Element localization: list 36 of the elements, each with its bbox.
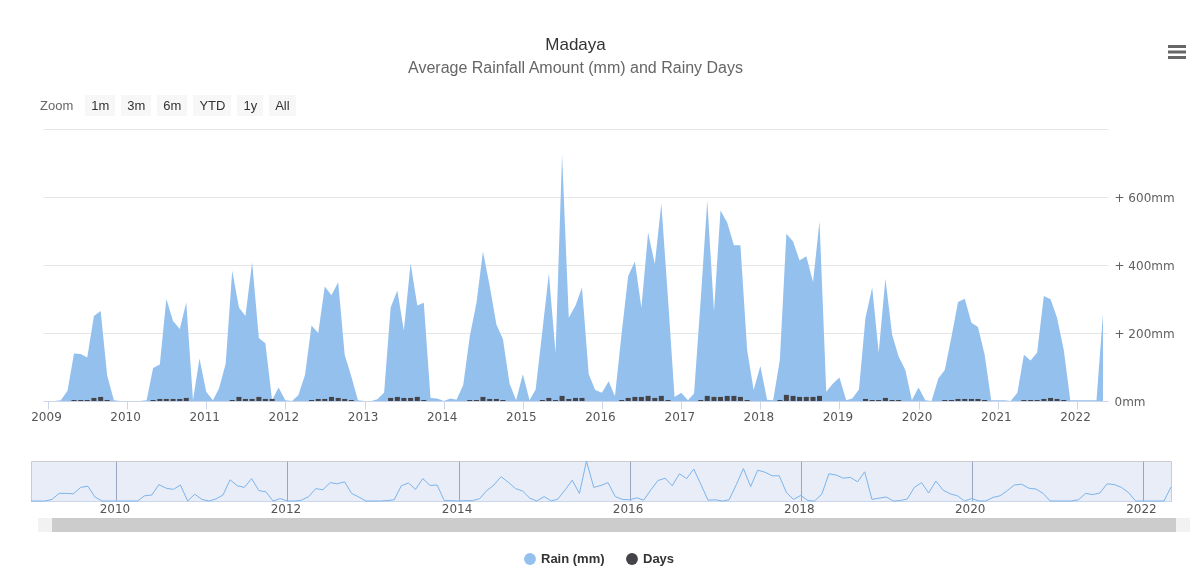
x-tick-label: 2022 [1060, 409, 1091, 424]
x-tick-label: 2022 [1126, 501, 1157, 516]
x-tick-label: 2019 [822, 409, 854, 424]
text: All [269, 95, 296, 116]
text: YTD [193, 95, 232, 116]
x-tick-label: 2013 [347, 409, 379, 424]
legend-label: Rain (mm) [541, 551, 605, 566]
x-tick-label: 2018 [743, 409, 775, 424]
chart-title: Madaya [545, 35, 607, 54]
x-tick-label: 2020 [954, 501, 986, 516]
text: 3m [121, 95, 152, 116]
x-tick-label: 2014 [441, 501, 473, 516]
y-tick-label: + 600mm [1114, 190, 1175, 205]
x-tick-label: 2012 [270, 501, 302, 516]
x-tick-label: 2014 [426, 409, 458, 424]
y-tick-label: + 200mm [1114, 326, 1175, 341]
text: 1y [237, 95, 264, 116]
y-tick-label: 0mm [1114, 394, 1146, 409]
x-tick-label: 2009 [31, 409, 62, 424]
x-tick-label: 2010 [110, 409, 141, 424]
chart-subtitle: Average Rainfall Amount (mm) and Rainy Days [408, 59, 743, 76]
x-tick-label: 2016 [612, 501, 644, 516]
y-tick-label: + 400mm [1114, 258, 1175, 273]
x-tick-label: 2016 [585, 409, 616, 424]
text: 6m [157, 95, 188, 116]
x-tick-label: 2020 [901, 409, 933, 424]
x-tick-label: 2015 [506, 409, 537, 424]
x-tick-label: 2021 [981, 409, 1012, 424]
legend-label: Days [643, 551, 675, 566]
x-tick-label: 2017 [664, 409, 696, 424]
text: 1m [85, 95, 116, 116]
x-tick-label: 2012 [268, 409, 300, 424]
text: Zoom [40, 97, 75, 115]
x-tick-label: 2010 [99, 501, 131, 516]
x-tick-label: 2018 [783, 501, 815, 516]
x-tick-label: 2011 [189, 409, 220, 424]
